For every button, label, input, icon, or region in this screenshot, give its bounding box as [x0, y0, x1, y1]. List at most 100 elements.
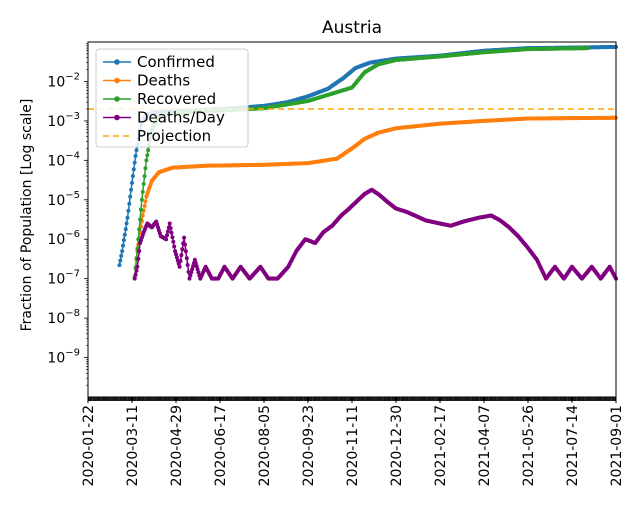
data-point — [143, 166, 148, 171]
data-point — [121, 238, 126, 243]
legend-item-projection: Projection — [103, 127, 211, 145]
y-axis-label: Fraction of Population [Log scale] — [19, 99, 35, 332]
data-point — [133, 153, 138, 158]
data-point — [128, 194, 133, 199]
data-point — [172, 244, 177, 249]
x-tick-label: 2021-04-07 — [477, 405, 493, 486]
legend-label: Confirmed — [137, 53, 215, 71]
y-axis: 10−9 10−8 10−7 10−6 10−5 10−4 10−3 10−2 — [47, 43, 88, 386]
data-point — [170, 235, 175, 240]
y-tick-label: 10−7 — [47, 269, 80, 288]
data-point — [127, 201, 132, 206]
chart-title: Austria — [322, 18, 382, 38]
legend-label: Deaths/Day — [137, 109, 225, 127]
data-point — [129, 187, 134, 192]
data-point — [164, 237, 169, 242]
x-tick-label: 2020-01-22 — [81, 405, 97, 486]
x-tick-label: 2021-05-26 — [521, 405, 537, 486]
legend-item-deaths: Deaths — [103, 72, 190, 90]
data-point — [179, 253, 184, 258]
data-point — [174, 252, 178, 257]
data-point — [178, 258, 183, 263]
series-deaths-day — [132, 187, 618, 281]
data-point — [185, 262, 190, 267]
legend-item-deaths-day: Deaths/Day — [103, 109, 225, 127]
data-point — [117, 263, 122, 268]
data-point — [168, 226, 173, 231]
legend-marker — [114, 96, 120, 102]
data-point — [134, 268, 139, 273]
y-tick-label: 10−3 — [47, 111, 80, 130]
data-point — [169, 230, 174, 235]
data-point — [139, 197, 144, 202]
data-point — [183, 249, 188, 254]
data-point — [193, 260, 198, 265]
y-tick-label: 10−8 — [47, 308, 80, 327]
legend: ConfirmedDeathsRecoveredDeaths/DayProjec… — [95, 48, 249, 148]
data-point — [143, 199, 148, 204]
data-point — [133, 272, 138, 277]
legend-item-recovered: Recovered — [103, 90, 216, 108]
legend-label: Recovered — [137, 90, 216, 108]
data-point — [142, 174, 147, 179]
y-tick-label: 10−4 — [47, 150, 80, 169]
data-point — [146, 148, 151, 153]
legend-marker — [114, 59, 120, 65]
data-point — [165, 233, 170, 238]
data-point — [124, 221, 129, 226]
data-point — [131, 167, 136, 172]
data-point — [138, 207, 143, 212]
x-axis: 2020-01-22 2020-03-11 2020-04-29 2020-06-17… — [81, 397, 625, 486]
x-tick-label: 2021-07-14 — [565, 405, 581, 486]
data-point — [138, 217, 143, 222]
data-point — [196, 270, 201, 275]
x-tick-label: 2020-03-11 — [125, 405, 141, 486]
data-point — [132, 276, 137, 281]
data-point — [142, 204, 147, 209]
data-point — [140, 213, 145, 218]
data-point — [144, 158, 149, 163]
data-point — [165, 229, 170, 234]
data-point — [187, 276, 192, 281]
x-tick-label: 2020-09-23 — [301, 405, 317, 486]
y-tick-label: 10−2 — [47, 71, 80, 90]
data-point — [120, 249, 125, 254]
data-point — [135, 264, 140, 269]
data-point — [177, 264, 182, 269]
data-point — [171, 239, 176, 244]
data-point — [586, 46, 591, 51]
data-point — [192, 257, 197, 262]
data-point — [141, 182, 146, 186]
data-point — [130, 174, 135, 179]
legend-box — [95, 48, 249, 148]
x-tick-label: 2020-06-17 — [213, 405, 229, 486]
data-point — [125, 215, 130, 220]
data-point — [189, 270, 194, 275]
legend-label: Projection — [137, 127, 211, 145]
data-point — [126, 208, 131, 213]
x-tick-label: 2021-02-17 — [433, 405, 449, 486]
data-point — [174, 255, 179, 260]
data-point — [121, 243, 126, 248]
x-tick-label: 2021-09-01 — [609, 405, 625, 486]
data-point — [132, 160, 137, 165]
y-tick-label: 10−9 — [47, 348, 80, 367]
data-point — [180, 247, 185, 252]
data-point — [182, 242, 187, 247]
data-point — [194, 264, 199, 269]
data-point — [123, 227, 128, 232]
y-tick-label: 10−5 — [47, 190, 80, 209]
x-tick-label: 2020-04-29 — [169, 405, 185, 486]
legend-label: Deaths — [137, 72, 190, 90]
data-point — [134, 148, 139, 153]
data-point — [137, 248, 142, 253]
data-point — [182, 235, 187, 240]
legend-marker — [114, 114, 120, 121]
data-point — [118, 258, 123, 263]
data-point — [140, 189, 145, 194]
data-point — [136, 256, 141, 261]
data-point — [195, 267, 200, 272]
x-tick-label: 2020-12-30 — [389, 405, 405, 486]
data-point — [122, 232, 127, 237]
